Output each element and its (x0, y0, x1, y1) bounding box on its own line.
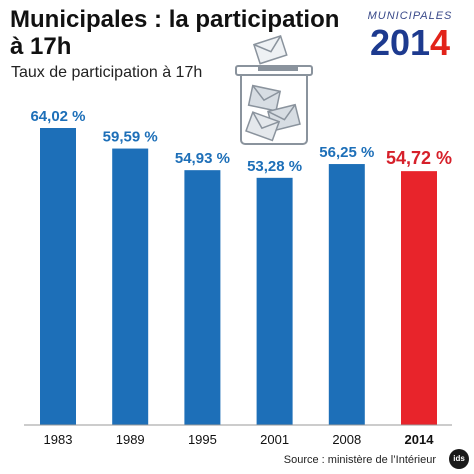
bar-2014 (401, 171, 437, 425)
bar-2008 (328, 164, 365, 425)
x-tick-1989: 1989 (116, 432, 145, 447)
value-label-1989: 59,59 % (103, 129, 158, 146)
value-label-1983: 64,02 % (30, 108, 85, 125)
x-tick-1983: 1983 (44, 432, 73, 447)
source-note: Source : ministère de l’Intérieur (283, 454, 436, 466)
bar-1995 (184, 170, 221, 425)
chart-subtitle: Taux de participation à 17h (11, 64, 203, 81)
ids-logo-badge: ids (449, 449, 469, 469)
bar-1989 (112, 148, 149, 425)
logo-year-suffix: 4 (430, 22, 451, 63)
ballot-box-icon (235, 35, 313, 145)
x-tick-2001: 2001 (260, 432, 289, 447)
envelope-middle-icon (247, 84, 282, 112)
bar-2001 (256, 177, 293, 425)
value-label-2001: 53,28 % (247, 158, 302, 175)
logo-year: 2014 (356, 22, 464, 64)
page-title: Municipales : la participation à 17h (10, 6, 340, 60)
logo-top-text: MUNICIPALES (367, 10, 453, 22)
envelope-top-icon (252, 35, 288, 65)
x-tick-2008: 2008 (332, 432, 361, 447)
logo-year-prefix: 201 (369, 22, 431, 63)
bar-1983 (40, 128, 76, 425)
value-label-2014: 54,72 % (386, 148, 452, 168)
x-tick-1995: 1995 (188, 432, 217, 447)
value-label-2008: 56,25 % (319, 144, 374, 161)
envelope-bottom-icon (245, 111, 281, 142)
bars-group: 64,02 % 1983 59,59 % 1989 54,93 % 1995 53,28 %… (30, 108, 452, 447)
municipales-2014-logo: MUNICIPALES 2014 (356, 10, 464, 66)
ballot-box-slot (258, 67, 298, 71)
value-label-1995: 54,93 % (175, 150, 230, 167)
x-tick-2014: 2014 (405, 432, 435, 447)
